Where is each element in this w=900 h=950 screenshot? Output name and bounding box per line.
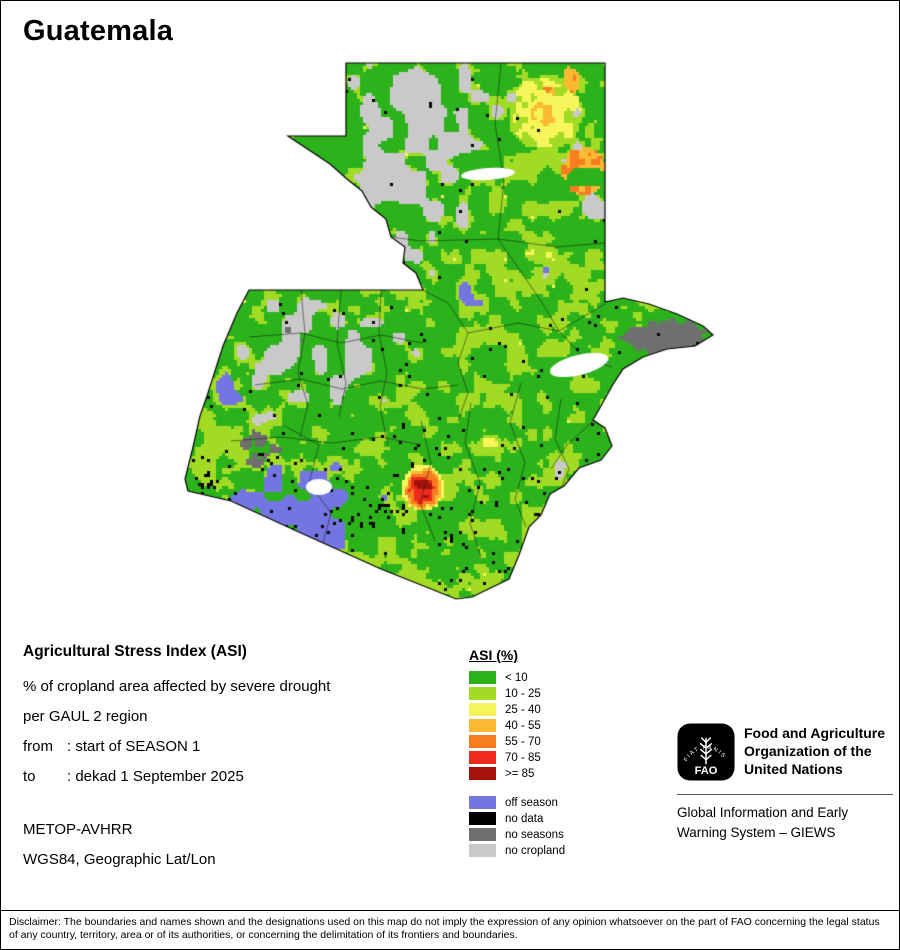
legend-asi-items: < 10 10 - 25 25 - 40 40 - 55	[469, 671, 565, 780]
legend-swatch	[469, 828, 496, 841]
fao-row: FIAT PANIS FAO Food and Agriculture Orga…	[677, 723, 893, 781]
legend-item: 70 - 85	[469, 751, 565, 764]
legend-item: no seasons	[469, 828, 565, 841]
legend-label: 55 - 70	[505, 735, 541, 748]
giews-line-1: Global Information and Early	[677, 805, 849, 820]
legend-season-items: off season no data no seasons no croplan…	[469, 796, 565, 857]
asi-description: % of cropland area affected by severe dr…	[23, 678, 331, 695]
org-name-line-1: Food and Agriculture	[744, 725, 886, 741]
projection-name: WGS84, Geographic Lat/Lon	[23, 851, 216, 868]
legend-label: off season	[505, 796, 558, 809]
giews-line-2: Warning System – GIEWS	[677, 825, 836, 840]
page-title: Guatemala	[23, 15, 174, 47]
disclaimer-bar: Disclaimer: The boundaries and names sho…	[1, 910, 899, 949]
legend-swatch	[469, 796, 496, 809]
fao-logo: FIAT PANIS FAO	[677, 723, 735, 781]
sensor-name: METOP-AVHRR	[23, 821, 133, 838]
to-label: to	[23, 768, 36, 785]
legend-label: no data	[505, 812, 544, 825]
legend-item: no cropland	[469, 844, 565, 857]
legend-item: 55 - 70	[469, 735, 565, 748]
fao-logo-text: FAO	[695, 765, 718, 777]
org-name-line-2: Organization of the	[744, 743, 872, 759]
legend-label: 40 - 55	[505, 719, 541, 732]
legend: ASI (%) < 10 10 - 25 25 - 40	[469, 647, 565, 860]
legend-swatch	[469, 671, 496, 684]
legend-item: < 10	[469, 671, 565, 684]
from-label: from	[23, 738, 53, 755]
legend-swatch	[469, 687, 496, 700]
legend-swatch	[469, 767, 496, 780]
legend-swatch	[469, 735, 496, 748]
period-to: to : dekad 1 September 2025	[23, 768, 330, 785]
source-block: FIAT PANIS FAO Food and Agriculture Orga…	[677, 723, 893, 843]
giews-name: Global Information and Early Warning Sys…	[677, 803, 893, 843]
legend-label: 10 - 25	[505, 687, 541, 700]
map-metadata-block: Agricultural Stress Index (ASI) % of cro…	[23, 643, 330, 881]
legend-item: 40 - 55	[469, 719, 565, 732]
org-name-line-3: United Nations	[744, 761, 843, 777]
legend-swatch	[469, 719, 496, 732]
legend-item: no data	[469, 812, 565, 825]
legend-item: >= 85	[469, 767, 565, 780]
source-divider	[677, 794, 893, 795]
legend-label: no seasons	[505, 828, 564, 841]
legend-swatch	[469, 751, 496, 764]
legend-item: off season	[469, 796, 565, 809]
legend-swatch	[469, 812, 496, 825]
asi-region-level: per GAUL 2 region	[23, 708, 148, 725]
to-value: : dekad 1 September 2025	[67, 768, 244, 785]
org-name: Food and Agriculture Organization of the…	[744, 723, 885, 781]
wheat-icon	[699, 737, 713, 765]
legend-title: ASI (%)	[469, 647, 518, 663]
legend-item: 25 - 40	[469, 703, 565, 716]
legend-label: no cropland	[505, 844, 566, 857]
guatemala-asi-map	[1, 1, 899, 621]
asi-heading: Agricultural Stress Index (ASI)	[23, 643, 247, 660]
legend-label: 70 - 85	[505, 751, 541, 764]
disclaimer-text: Disclaimer: The boundaries and names sho…	[9, 916, 880, 941]
legend-swatch	[469, 703, 496, 716]
legend-label: < 10	[505, 671, 528, 684]
legend-item: 10 - 25	[469, 687, 565, 700]
from-value: : start of SEASON 1	[67, 738, 201, 755]
legend-gap	[469, 783, 565, 796]
legend-swatch	[469, 844, 496, 857]
period-from: from : start of SEASON 1	[23, 738, 330, 755]
legend-label: 25 - 40	[505, 703, 541, 716]
legend-label: >= 85	[505, 767, 535, 780]
